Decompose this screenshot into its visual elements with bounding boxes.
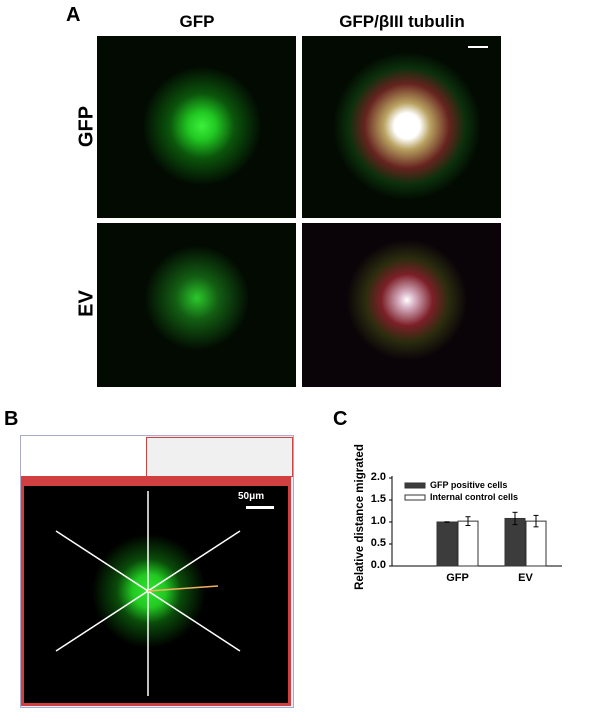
panel-b-label: B bbox=[4, 408, 19, 430]
y-tick-label: 0.0 bbox=[370, 559, 386, 571]
scale-bar bbox=[468, 46, 488, 48]
y-tick-label: 1.0 bbox=[370, 515, 386, 527]
legend-swatch-0 bbox=[404, 482, 426, 489]
scale-bar bbox=[246, 506, 274, 509]
migration-image: 50μm bbox=[24, 486, 288, 703]
x-tick-gfp: GFP bbox=[446, 572, 469, 584]
bar-ev-series-0 bbox=[504, 517, 526, 567]
scale-bar-label: 50μm bbox=[238, 491, 265, 502]
micrograph-gfp-merge bbox=[302, 36, 501, 218]
column-title-gfp: GFP bbox=[179, 12, 215, 31]
bar-gfp-series-1 bbox=[457, 520, 479, 567]
x-tick-ev: EV bbox=[518, 572, 533, 584]
column-title-merge: GFP/βIII tubulin bbox=[339, 12, 465, 31]
y-tick-label: 2.0 bbox=[370, 471, 386, 483]
legend-label-gfp-positive: GFP positive cells bbox=[430, 480, 508, 490]
imagej-screenshot: 50μm bbox=[20, 435, 294, 708]
panel-c-label: C bbox=[333, 408, 348, 430]
micrograph-gfp-gfp bbox=[97, 36, 296, 218]
imagej-toolbar-window bbox=[146, 437, 293, 477]
file-explorer bbox=[21, 436, 146, 476]
legend-swatch-1 bbox=[404, 494, 426, 501]
y-tick-label: 0.5 bbox=[370, 537, 386, 549]
measurement-lines bbox=[55, 491, 241, 696]
micrograph-ev-merge bbox=[302, 223, 501, 387]
image-window: 50μm bbox=[21, 476, 291, 706]
legend-label-internal-control: Internal control cells bbox=[430, 492, 519, 502]
micrograph-ev-gfp bbox=[97, 223, 296, 387]
bar-gfp-series-0 bbox=[436, 521, 458, 567]
panel-a-label: A bbox=[66, 4, 81, 26]
bar-ev-series-1 bbox=[525, 520, 547, 567]
y-tick-label: 1.5 bbox=[370, 493, 386, 505]
